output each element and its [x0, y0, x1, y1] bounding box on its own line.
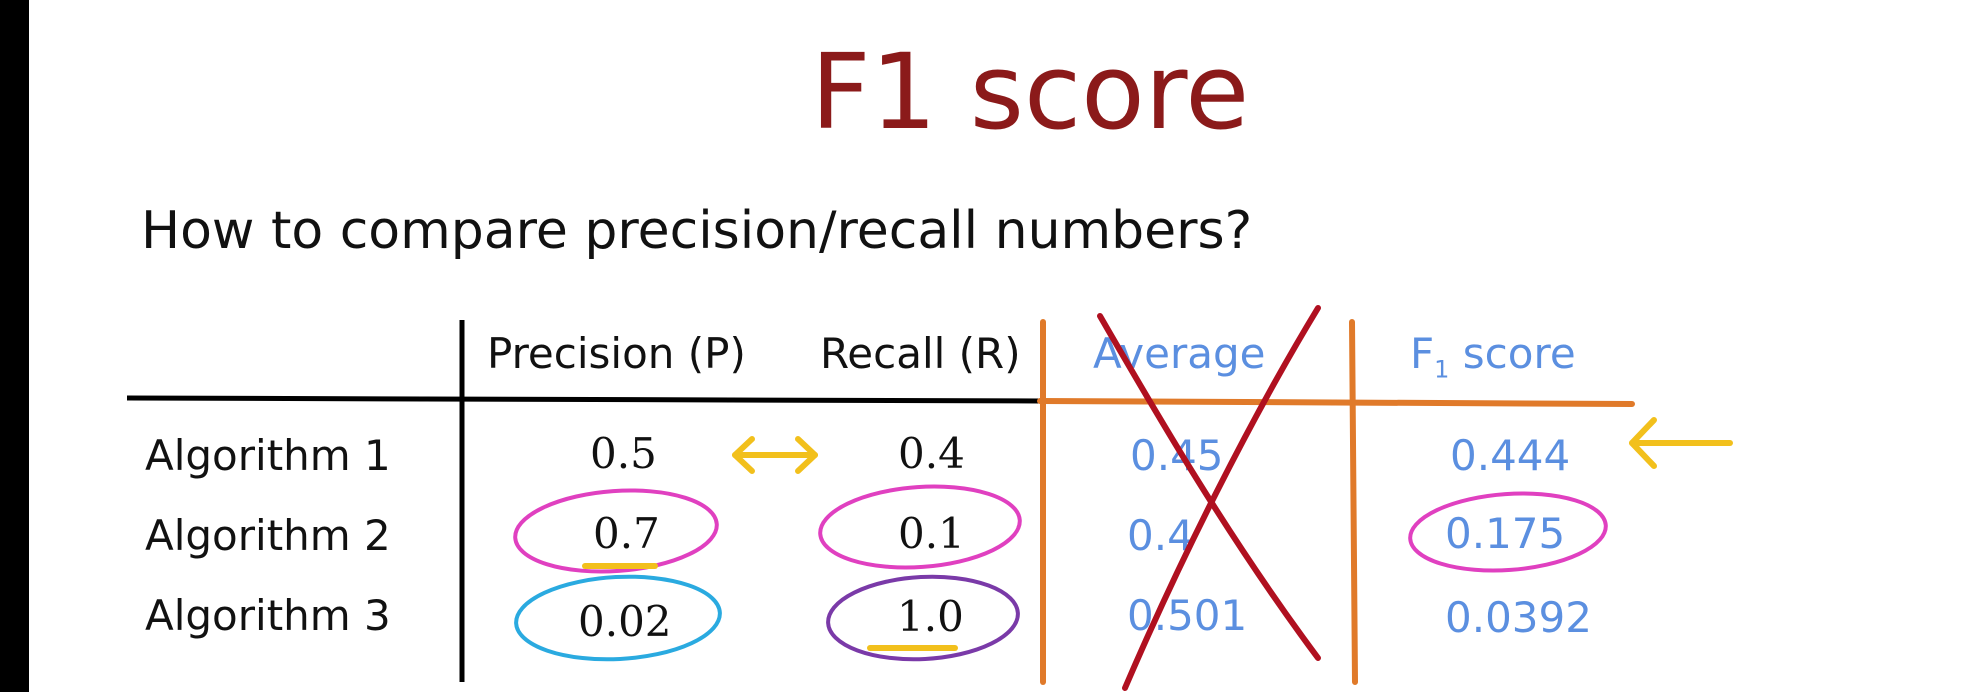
- row-3-label: Algorithm 3: [145, 591, 391, 640]
- header-f1-suffix: score: [1449, 329, 1576, 378]
- red-cross-stroke-1: [1097, 313, 1321, 661]
- row-2-average: 0.4: [1127, 511, 1194, 560]
- left-black-bar: [0, 0, 29, 692]
- row-3-average: 0.501: [1127, 591, 1248, 640]
- row-2-precision: 0.7: [593, 509, 660, 558]
- header-f1-subscript: 1: [1434, 355, 1450, 384]
- orange-divider-f1: [1349, 319, 1358, 685]
- row-1-precision: 0.5: [590, 429, 657, 478]
- slide-title: F1 score: [810, 31, 1250, 153]
- slide-subtitle: How to compare precision/recall numbers?: [141, 201, 1253, 261]
- circle-row2-precision: [513, 488, 719, 574]
- header-recall: Recall (R): [820, 329, 1021, 378]
- header-f1-score: F1 score: [1410, 333, 1576, 384]
- row-1-recall: 0.4: [898, 429, 965, 478]
- left-arrow-icon: [1629, 417, 1733, 469]
- red-cross-stroke-2: [1122, 305, 1321, 691]
- row-2-label: Algorithm 2: [145, 511, 391, 560]
- circle-row2-f1: [1408, 491, 1608, 573]
- orange-header-rule: [1037, 398, 1635, 407]
- row-3-f1: 0.0392: [1445, 593, 1592, 642]
- header-precision: Precision (P): [487, 329, 746, 378]
- row-3-recall: 1.0: [897, 592, 964, 641]
- row-2-f1: 0.175: [1445, 509, 1566, 558]
- table-header-rule: [126, 395, 1041, 404]
- circle-row2-recall: [818, 484, 1022, 570]
- header-f1-prefix: F: [1410, 329, 1435, 378]
- row-1-f1: 0.444: [1450, 431, 1571, 480]
- row-1-label: Algorithm 1: [145, 431, 391, 480]
- circle-row3-recall: [826, 574, 1020, 662]
- circle-row3-precision: [514, 574, 722, 662]
- double-arrow-icon: [732, 436, 818, 474]
- row-3-precision: 0.02: [578, 597, 672, 646]
- row-2-recall: 0.1: [898, 509, 965, 558]
